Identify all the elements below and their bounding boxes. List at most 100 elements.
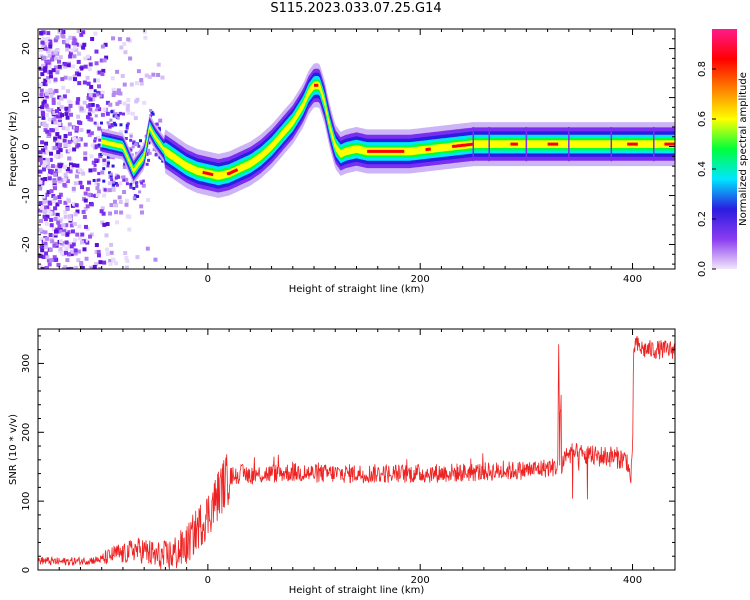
spectrogram-speckle — [122, 42, 127, 47]
spectrogram-speckle — [51, 227, 56, 232]
spectrogram-speckle — [39, 88, 44, 93]
spectrogram-speckle — [49, 223, 54, 228]
top-xtick-label: 0 — [205, 274, 211, 285]
spectrogram-speckle — [104, 55, 109, 60]
spectrogram-speckle — [62, 94, 67, 99]
spectrogram-speckle — [56, 150, 61, 155]
spectrogram-speckle — [57, 135, 62, 140]
spectrogram-speckle — [57, 224, 62, 229]
spectrogram-speckle — [40, 140, 45, 145]
spectrogram-speckle — [65, 167, 70, 172]
spectrogram-speckle — [47, 200, 52, 205]
spectrogram-speckle — [102, 222, 107, 227]
spectrogram-speckle — [122, 101, 127, 106]
spectrogram-speckle — [93, 78, 98, 83]
spectrogram-speckle — [57, 179, 62, 184]
spectrogram-speckle — [38, 150, 43, 155]
spectrogram-speckle — [59, 241, 64, 246]
spectrogram-speckle — [118, 199, 123, 204]
top-ytick-label: 10 — [21, 91, 32, 104]
spectrogram-speckle — [74, 203, 79, 208]
spectrogram-speckle — [57, 199, 62, 204]
spectrogram-speckle — [60, 77, 65, 82]
spectrogram-speckle — [57, 95, 62, 100]
spectrogram-speckle — [40, 105, 45, 110]
spectrogram-speckle — [139, 204, 144, 209]
spectrogram-speckle — [53, 206, 58, 211]
bot-ytick-label: 300 — [21, 354, 32, 373]
spectrogram-speckle — [80, 232, 85, 237]
spectrogram-speckle — [89, 154, 94, 159]
spectrogram-speckle — [95, 122, 100, 127]
spectrogram-speckle — [77, 236, 82, 241]
ridge-band-layer — [101, 76, 675, 186]
spectrogram-speckle — [55, 49, 60, 54]
spectrogram-speckle — [45, 192, 50, 197]
spectrogram-speckle — [63, 214, 68, 219]
spectrogram-speckle — [65, 47, 70, 52]
spectrogram-speckle — [50, 211, 55, 216]
top-ylabel: Frequency (Hz) — [8, 111, 19, 187]
spectrogram-speckle — [147, 158, 151, 162]
spectrogram-speckle — [155, 122, 159, 126]
spectrogram-speckle — [109, 250, 114, 255]
spectrogram-speckle — [68, 51, 73, 56]
bot-ylabel: SNR (10 * v/v) — [8, 414, 19, 485]
spectrogram-speckle — [111, 36, 116, 41]
spectrogram-speckle — [98, 154, 103, 159]
spectrogram-speckle — [86, 95, 91, 100]
top-ytick-label: -20 — [21, 236, 32, 252]
spectrogram-speckle — [107, 123, 111, 127]
spectrogram-speckle — [140, 181, 144, 185]
spectrogram-speckle — [151, 72, 156, 77]
spectrogram-speckle — [119, 45, 124, 50]
spectrogram-speckle — [111, 180, 116, 185]
colorbar-tick-label: 0.0 — [697, 261, 708, 277]
spectrogram-speckle — [125, 103, 130, 108]
spectrogram-speckle — [114, 115, 118, 119]
spectrogram-speckle — [69, 252, 74, 257]
spectrogram-speckle — [76, 138, 81, 143]
spectrogram-speckle — [125, 214, 130, 219]
spectrogram-speckle — [147, 74, 152, 79]
spectrogram-speckle — [83, 191, 88, 196]
spectrogram-speckle — [88, 92, 93, 97]
spectrogram-speckle — [41, 63, 46, 68]
spectrogram-speckle — [52, 145, 57, 150]
spectrogram-speckle — [48, 211, 53, 216]
spectrogram-speckle — [91, 97, 96, 102]
spectrogram-speckle — [124, 198, 129, 203]
spectrogram-speckle — [102, 179, 106, 183]
spectrogram-speckle — [116, 88, 121, 93]
spectrogram-speckle — [38, 254, 43, 259]
spectrogram-speckle — [69, 244, 74, 249]
spectrogram-speckle — [47, 173, 52, 178]
spectrogram-speckle — [97, 171, 101, 175]
spectrogram-speckle — [144, 73, 149, 78]
spectrogram-speckle — [73, 238, 78, 243]
spectrogram-speckle — [97, 84, 102, 89]
spectrogram-speckle — [43, 46, 48, 51]
spectrogram-speckle — [93, 163, 97, 167]
spectrogram-speckle — [94, 108, 98, 112]
spectrogram-speckle — [63, 200, 68, 205]
spectrogram-speckle — [59, 239, 64, 244]
spectrogram-speckle — [109, 172, 113, 176]
spectrogram-speckle — [48, 74, 53, 79]
spectrogram-speckle — [46, 49, 51, 54]
spectrogram-speckle — [113, 112, 118, 117]
spectrogram-speckle — [102, 158, 107, 163]
spectrogram-speckle — [53, 257, 58, 262]
spectrogram-speckle — [45, 107, 50, 112]
spectrogram-speckle — [70, 48, 75, 53]
spectrogram-speckle — [67, 131, 72, 136]
spectrogram-speckle — [80, 266, 85, 269]
spectrogram-speckle — [141, 183, 146, 188]
spectrogram-speckle — [89, 202, 94, 207]
spectrogram-speckle — [69, 223, 74, 228]
spectrogram-speckle — [53, 77, 58, 82]
spectrogram-speckle — [124, 265, 129, 269]
spectrogram-speckle — [129, 138, 133, 142]
spectrogram-speckle — [47, 64, 52, 69]
spectrogram-speckle — [83, 64, 88, 69]
